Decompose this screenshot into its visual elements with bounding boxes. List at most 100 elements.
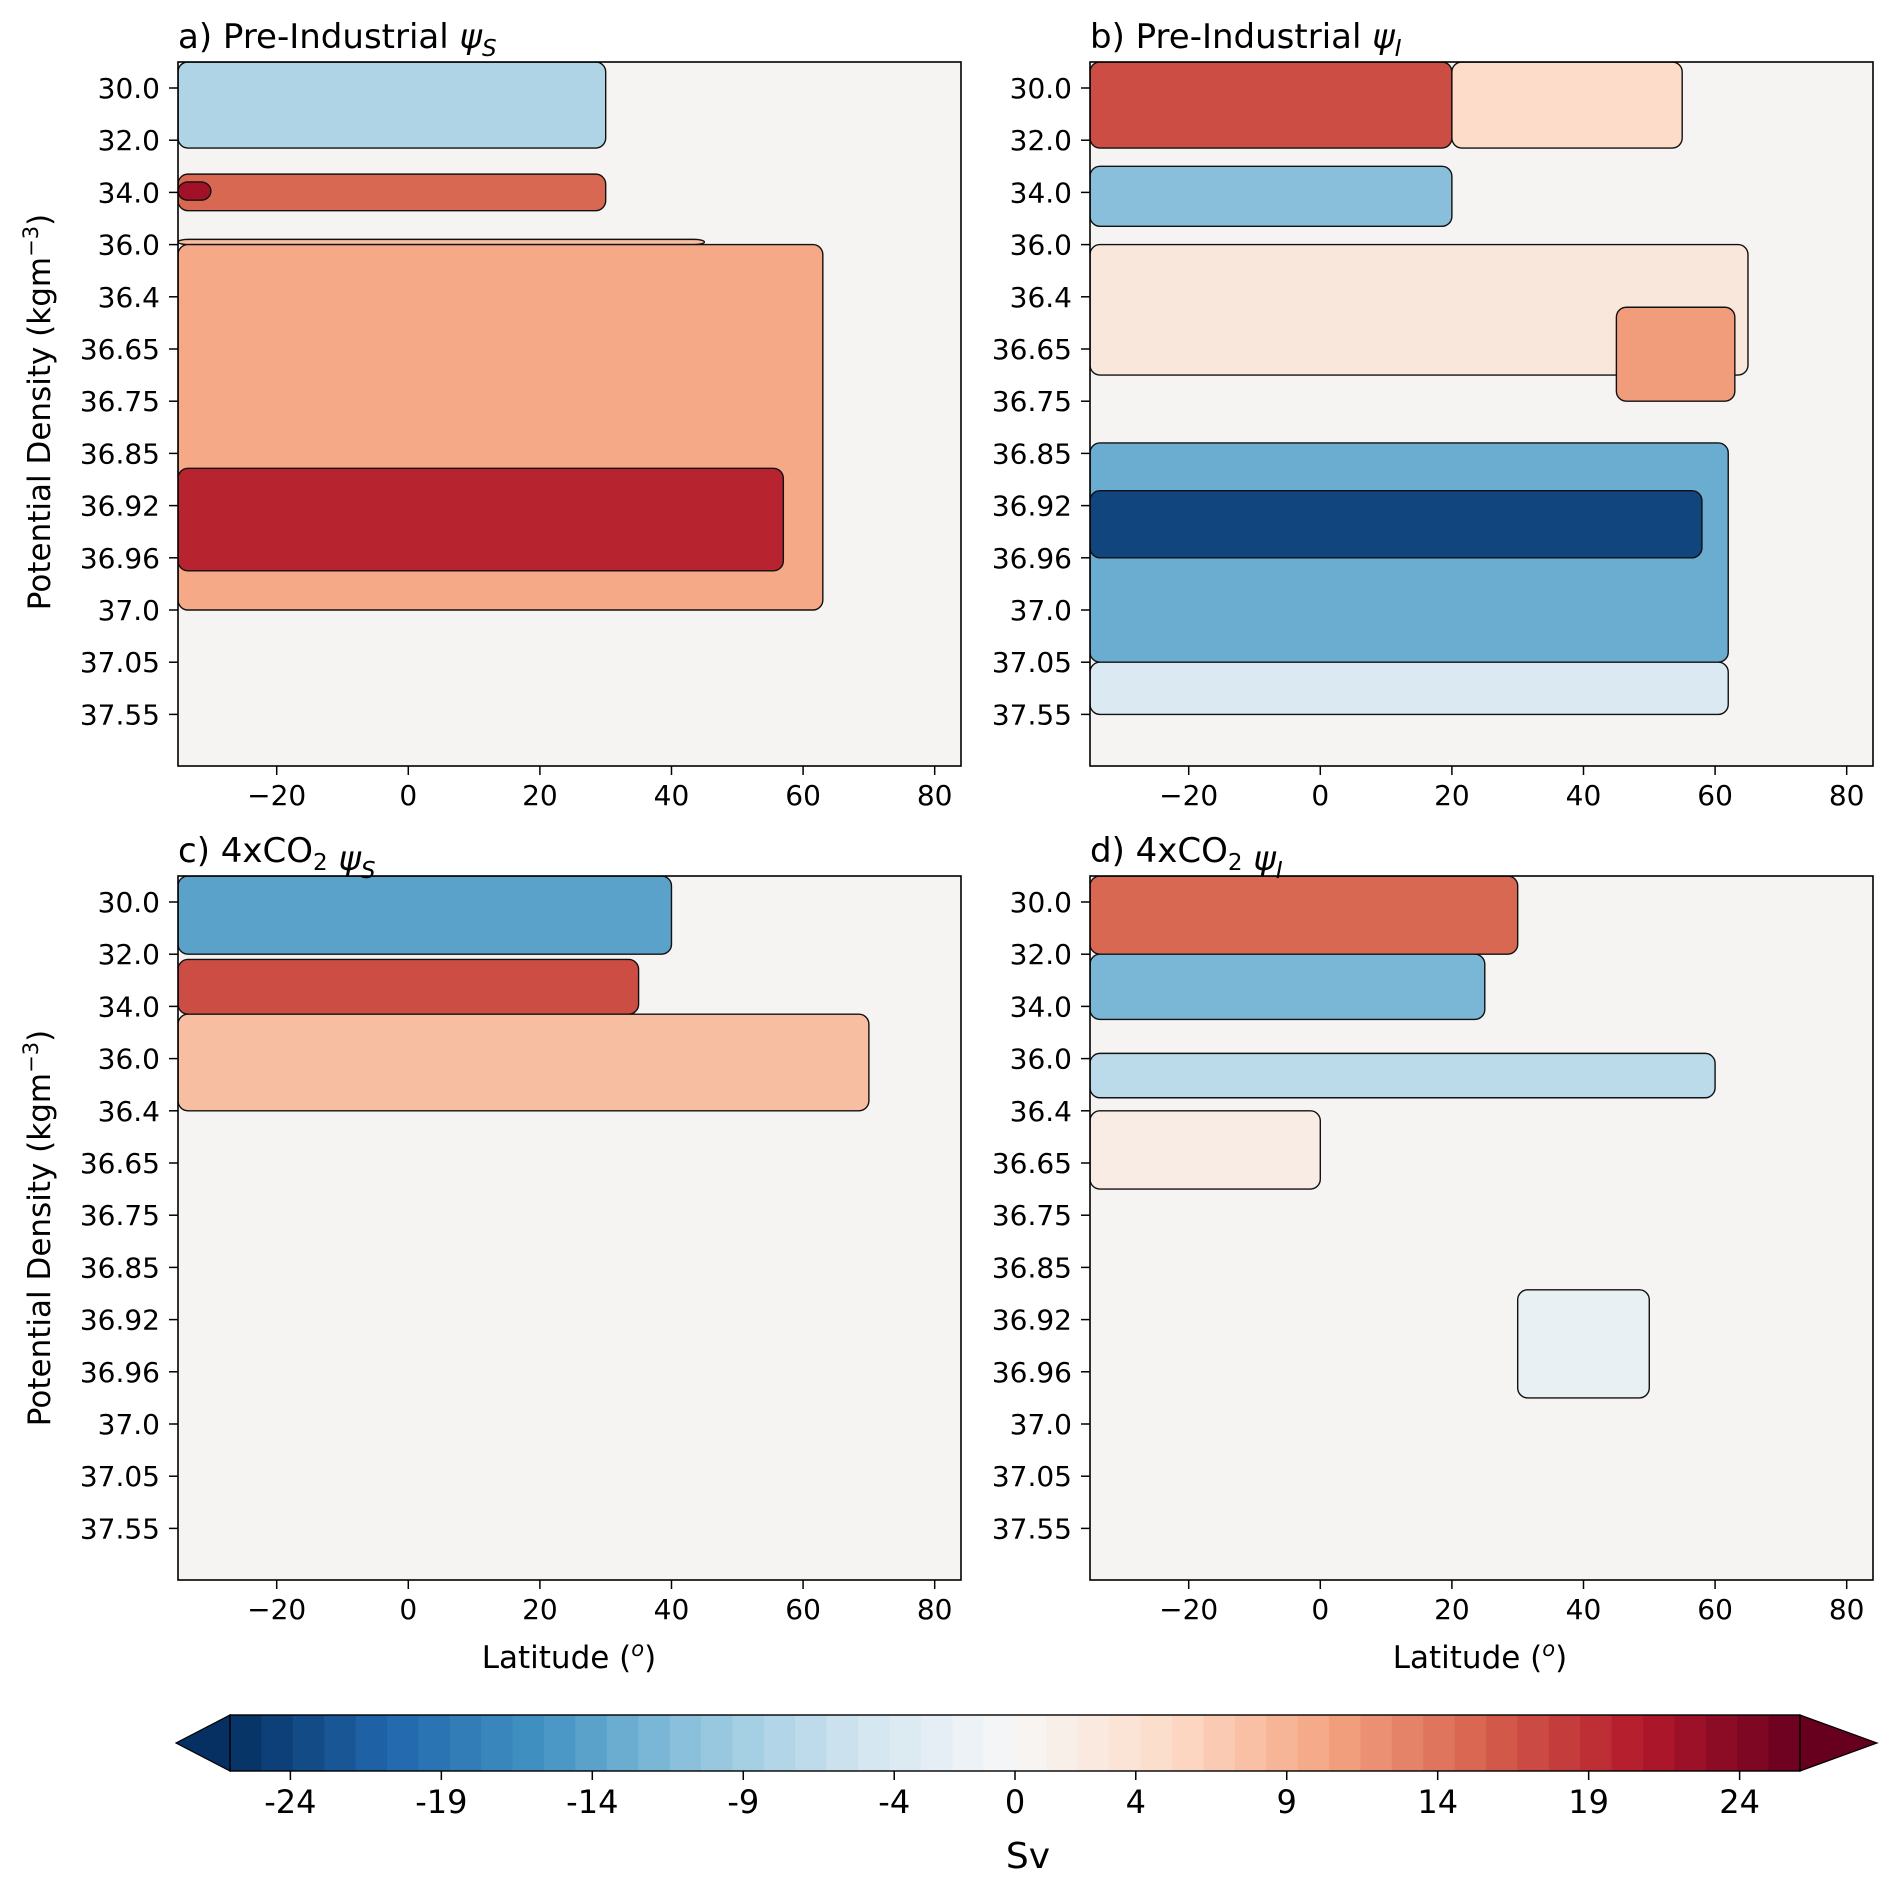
colorbar-tick-label: -14 (566, 1783, 618, 1821)
x-tick-label: 40 (654, 779, 690, 812)
colorbar-segment (1705, 1715, 1738, 1771)
panel-d: d) 4xCO2 ψI −20 0 20 40 60 80 30.0 32.0 34.0 36.0 3… (992, 831, 1874, 1626)
y-tick-label: 34.0 (1010, 176, 1072, 209)
y-tick-label: 30.0 (1010, 886, 1072, 919)
heatmap-band (178, 467, 785, 572)
colorbar-segment (1454, 1715, 1487, 1771)
colorbar-tick-label: 0 (1005, 1783, 1025, 1821)
colorbar-tick-label: -24 (264, 1783, 316, 1821)
colorbar-segment (1423, 1715, 1456, 1771)
colorbar-segment (1172, 1715, 1204, 1771)
colorbar-segment (952, 1715, 985, 1771)
colorbar-extend-max (1799, 1714, 1879, 1772)
x-tick-label: −20 (1159, 1593, 1218, 1626)
colorbar-segment (1517, 1715, 1550, 1771)
heatmap-band (178, 238, 706, 246)
colorbar-tick-label: 24 (1719, 1783, 1760, 1821)
colorbar-segment (387, 1715, 419, 1771)
x-tick-label: 40 (1566, 1593, 1602, 1626)
colorbar-segment (324, 1715, 357, 1771)
panel-title: b) Pre-Industrial ψI (1090, 17, 1402, 62)
colorbar-segment (1548, 1715, 1581, 1771)
heatmap-bands (1090, 876, 1716, 1399)
xlabel-left: Latitude (o) (482, 1637, 657, 1676)
colorbar-segment (575, 1715, 608, 1771)
heatmap-band (1090, 661, 1729, 716)
heatmap-band (1090, 1110, 1321, 1190)
colorbar-segment (1266, 1715, 1299, 1771)
colorbar-segment (418, 1715, 451, 1771)
y-tick-label: 37.05 (992, 1460, 1072, 1493)
heatmap-band (1090, 953, 1486, 1021)
panel-c: c) 4xCO2 ψS −20 0 20 40 60 80 30.0 32.0 34.0 36.0 3… (80, 831, 962, 1626)
y-tick-label: 36.85 (992, 1251, 1072, 1284)
colorbar-tick-label: -19 (415, 1783, 467, 1821)
colorbar-segment (606, 1715, 639, 1771)
y-tick-label: 30.0 (1010, 72, 1072, 105)
colorbar-tick-label: 4 (1126, 1783, 1146, 1821)
colorbar-segment (795, 1715, 828, 1771)
axes-frame (177, 61, 962, 767)
x-tick-label: 80 (917, 779, 953, 812)
ylabel-bottom: Potential Density (kgm−3) (19, 1030, 58, 1426)
y-tick-label: 36.85 (80, 1251, 160, 1284)
colorbar-segment (1580, 1715, 1613, 1771)
y-tick-label: 37.0 (98, 594, 160, 627)
colorbar-segment (1768, 1715, 1801, 1771)
y-tick-label: 36.4 (98, 1095, 160, 1128)
panel-title: d) 4xCO2 ψI (1090, 831, 1283, 884)
x-tick-label: 20 (522, 1593, 558, 1626)
colorbar-segment (1643, 1715, 1675, 1771)
x-tick-label: 0 (399, 779, 417, 812)
x-tick-label: 40 (1566, 779, 1602, 812)
x-tick-label: 80 (917, 1593, 953, 1626)
heatmap-band (178, 62, 607, 149)
y-tick-label: 37.0 (98, 1408, 160, 1441)
y-tick-label: 36.96 (80, 542, 160, 575)
colorbar-segment (763, 1715, 796, 1771)
colorbar-segment (1077, 1715, 1110, 1771)
y-tick-label: 32.0 (98, 124, 160, 157)
y-tick-label: 36.65 (992, 333, 1072, 366)
x-tick-label: 60 (1697, 1593, 1733, 1626)
x-tick-label: 80 (1829, 1593, 1865, 1626)
heatmap-band (1090, 876, 1519, 955)
x-tick-label: 40 (654, 1593, 690, 1626)
colorbar-segment (983, 1715, 1016, 1771)
y-tick-label: 36.75 (992, 1199, 1072, 1232)
colorbar-segment (826, 1715, 859, 1771)
x-tick-label: −20 (1159, 779, 1218, 812)
heatmap-band (1090, 243, 1749, 376)
y-tick-label: 32.0 (1010, 938, 1072, 971)
heatmap-band (178, 181, 212, 201)
colorbar-segment (732, 1715, 765, 1771)
colorbar-segment (1109, 1715, 1142, 1771)
y-tick-label: 37.05 (80, 1460, 160, 1493)
y-tick-label: 36.75 (80, 385, 160, 418)
colorbar-segment (1140, 1715, 1173, 1771)
y-tick-label: 36.92 (80, 490, 160, 523)
heatmap-band (178, 173, 607, 212)
colorbar-segment (230, 1715, 262, 1771)
y-tick-label: 36.92 (80, 1304, 160, 1337)
x-tick-label: 20 (1434, 1593, 1470, 1626)
heatmap-band (1516, 1289, 1650, 1399)
colorbar-segment (1360, 1715, 1393, 1771)
colorbar-segment (512, 1715, 545, 1771)
y-tick-label: 36.75 (80, 1199, 160, 1232)
colorbar-segment (858, 1715, 890, 1771)
heatmap-band (1090, 165, 1453, 228)
y-tick-label: 36.0 (98, 1043, 160, 1076)
colorbar-tick-label: -4 (878, 1783, 910, 1821)
colorbar-segment (1486, 1715, 1518, 1771)
y-tick-label: 37.55 (80, 698, 160, 731)
colorbar-tick-label: 19 (1568, 1783, 1609, 1821)
x-tick-label: −20 (247, 1593, 306, 1626)
heatmap-bands (178, 876, 870, 1112)
y-tick-label: 37.55 (80, 1512, 160, 1545)
colorbar-segment (889, 1715, 922, 1771)
y-tick-label: 36.85 (992, 437, 1072, 470)
y-tick-label: 36.65 (992, 1147, 1072, 1180)
colorbar-segment (669, 1715, 702, 1771)
